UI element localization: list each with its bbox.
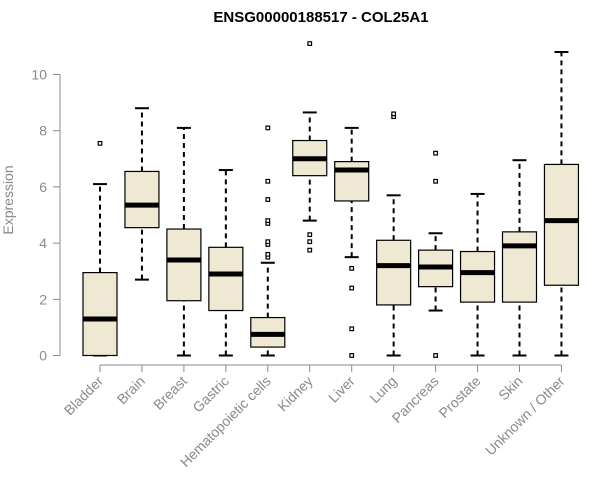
box-11 <box>501 159 538 357</box>
x-tick-label: Bladder <box>61 373 107 419</box>
x-tick-label: Lung <box>366 373 399 406</box>
y-tick-label: 8 <box>39 123 47 139</box>
outlier-point <box>265 178 271 184</box>
box-10 <box>459 192 496 357</box>
box-iqr <box>208 246 244 312</box>
outlier-point <box>307 247 313 253</box>
outlier-point <box>349 326 355 332</box>
outlier-point <box>433 178 438 184</box>
y-tick-label: 0 <box>39 348 47 364</box>
box-iqr <box>124 170 160 229</box>
box-group <box>82 41 580 358</box>
y-axis: 0 2 4 6 8 10 <box>31 67 61 364</box>
box-1 <box>82 140 118 357</box>
outlier-point <box>265 251 271 257</box>
box-2 <box>124 107 160 281</box>
y-tick-label: 2 <box>39 291 47 307</box>
outlier-point <box>265 239 271 245</box>
box-12 <box>543 51 580 357</box>
outlier-point <box>349 353 355 358</box>
x-tick-label: Breast <box>150 373 190 413</box>
x-tick-label: Pancreas <box>389 373 442 426</box>
outlier-point <box>265 218 271 224</box>
box-4 <box>208 169 244 357</box>
box-iqr <box>334 161 370 202</box>
outlier-point <box>391 111 397 117</box>
outlier-point <box>307 41 313 46</box>
x-tick-label: Liver <box>325 373 358 406</box>
box-6 <box>292 41 328 253</box>
box-iqr <box>376 239 412 306</box>
x-tick-label: Skin <box>495 373 526 404</box>
outlier-point <box>433 353 438 358</box>
y-tick-label: 6 <box>39 179 47 195</box>
box-7 <box>334 126 370 358</box>
box-3 <box>166 126 202 357</box>
box-iqr <box>501 231 538 303</box>
x-tick-label: Kidney <box>274 373 316 415</box>
box-iqr <box>459 250 496 303</box>
y-tick-label: 10 <box>31 67 47 83</box>
x-tick-label: Unknown / Other <box>482 373 568 459</box>
x-tick-label: Brain <box>114 373 148 407</box>
outlier-point <box>265 197 271 202</box>
box-iqr <box>543 163 580 286</box>
box-5 <box>250 125 286 357</box>
box-iqr <box>82 272 118 357</box>
x-tick-label: Prostate <box>435 373 483 421</box>
outlier-point <box>307 232 313 238</box>
outlier-point <box>97 140 103 146</box>
outlier-point <box>265 125 271 131</box>
box-8 <box>376 111 412 357</box>
box-iqr <box>166 228 202 302</box>
y-tick-label: 4 <box>39 235 47 251</box>
chart-title: ENSG00000188517 - COL25A1 <box>213 9 428 26</box>
outlier-point <box>349 265 355 271</box>
outlier-point <box>433 150 438 156</box>
outlier-point <box>307 239 313 245</box>
outlier-point <box>349 285 355 291</box>
box-9 <box>418 150 454 358</box>
y-axis-label: Expression <box>0 165 16 234</box>
